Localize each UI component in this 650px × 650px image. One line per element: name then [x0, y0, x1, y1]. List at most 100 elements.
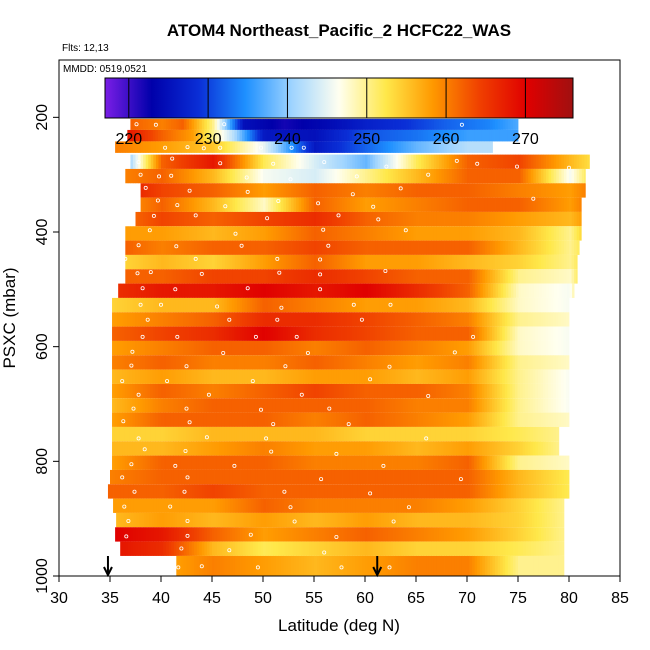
heatmap-cell [308, 168, 312, 184]
heatmap-cell [185, 312, 189, 327]
heatmap-cell [369, 129, 373, 142]
heatmap-cell [416, 254, 419, 270]
heatmap-cell [275, 398, 279, 413]
heatmap-cell [453, 129, 457, 142]
heatmap-cell [163, 226, 167, 241]
heatmap-cell [512, 240, 516, 255]
heatmap-cell [548, 441, 552, 456]
heatmap-cell [498, 484, 502, 499]
heatmap-cell [535, 197, 539, 212]
heatmap-cell [252, 369, 256, 384]
heatmap-cell [146, 283, 150, 298]
heatmap-cell [184, 283, 188, 298]
heatmap-cell [428, 441, 432, 456]
heatmap-cell [533, 469, 537, 485]
heatmap-cell [436, 154, 440, 169]
heatmap-cell [347, 240, 351, 255]
heatmap-cell [191, 168, 195, 184]
heatmap-cell [449, 254, 453, 270]
heatmap-cell [476, 383, 480, 399]
heatmap-cell [224, 154, 228, 169]
heatmap-cell [435, 369, 439, 384]
heatmap-cell [349, 455, 353, 470]
heatmap-cell [171, 119, 175, 130]
heatmap-cell [232, 498, 236, 513]
heatmap-cell [505, 168, 509, 184]
heatmap-cell [216, 326, 220, 341]
heatmap-cell [290, 398, 294, 413]
heatmap-cell [351, 383, 355, 399]
heatmap-cell [451, 269, 455, 284]
heatmap-cell [222, 283, 226, 298]
heatmap-cell [166, 183, 170, 198]
heatmap-cell [568, 412, 570, 427]
heatmap-cell [431, 141, 435, 153]
heatmap-cell [114, 383, 118, 399]
heatmap-cell [558, 412, 562, 427]
heatmap-cell [433, 398, 437, 413]
heatmap-cell [377, 355, 381, 370]
heatmap-cell [234, 240, 238, 255]
heatmap-cell [565, 412, 569, 427]
heatmap-cell [204, 469, 208, 485]
heatmap-cell [500, 211, 504, 227]
heatmap-cell [405, 183, 409, 198]
heatmap-cell [117, 398, 121, 413]
heatmap-cell [550, 312, 554, 327]
heatmap-cell [214, 326, 217, 341]
heatmap-cell [280, 240, 284, 255]
heatmap-cell [436, 211, 440, 227]
heatmap-cell [357, 141, 361, 153]
heatmap-cell [229, 129, 233, 142]
heatmap-cell [563, 355, 567, 370]
heatmap-cell [481, 441, 485, 456]
heatmap-cell [497, 412, 501, 427]
heatmap-cell [349, 297, 353, 313]
heatmap-cell [134, 326, 138, 341]
heatmap-cell [454, 226, 458, 241]
heatmap-cell [520, 369, 523, 384]
heatmap-cell [397, 369, 401, 384]
heatmap-cell [379, 297, 383, 313]
heatmap-cell [252, 226, 256, 241]
heatmap-cell [548, 469, 552, 485]
heatmap-cell [173, 154, 177, 169]
heatmap-cell [477, 283, 481, 298]
heatmap-cell [548, 211, 552, 227]
heatmap-cell [472, 484, 476, 499]
heatmap-cell [214, 469, 218, 485]
heatmap-cell [201, 168, 205, 184]
heatmap-cell [180, 369, 184, 384]
heatmap-cell [140, 469, 144, 485]
heatmap-cell [254, 340, 258, 356]
heatmap-cell [316, 469, 320, 485]
heatmap-cell [374, 369, 378, 384]
heatmap-cell [517, 297, 521, 313]
heatmap-cell [397, 326, 401, 341]
heatmap-cell [517, 129, 519, 142]
heatmap-cell [479, 369, 483, 384]
heatmap-cell [395, 197, 399, 212]
heatmap-cell [161, 197, 164, 212]
heatmap-cell [571, 154, 575, 169]
heatmap-cell [430, 369, 434, 384]
heatmap-cell [453, 340, 457, 356]
heatmap-cell [209, 119, 213, 130]
heatmap-cell [247, 168, 251, 184]
heatmap-cell [474, 469, 478, 485]
heatmap-cell [389, 129, 393, 142]
heatmap-cell [293, 141, 297, 153]
heatmap-cell [550, 398, 554, 413]
heatmap-cell [397, 426, 401, 442]
heatmap-cell [440, 369, 444, 384]
heatmap-cell [328, 326, 332, 341]
heatmap-cell [453, 369, 457, 384]
heatmap-cell [163, 469, 167, 485]
heatmap-cell [247, 226, 251, 241]
heatmap-cell [463, 340, 467, 356]
heatmap-cell [124, 355, 128, 370]
heatmap-cell [231, 129, 235, 142]
heatmap-cell [298, 269, 302, 284]
heatmap-cell [158, 269, 162, 284]
heatmap-cell [352, 119, 356, 130]
